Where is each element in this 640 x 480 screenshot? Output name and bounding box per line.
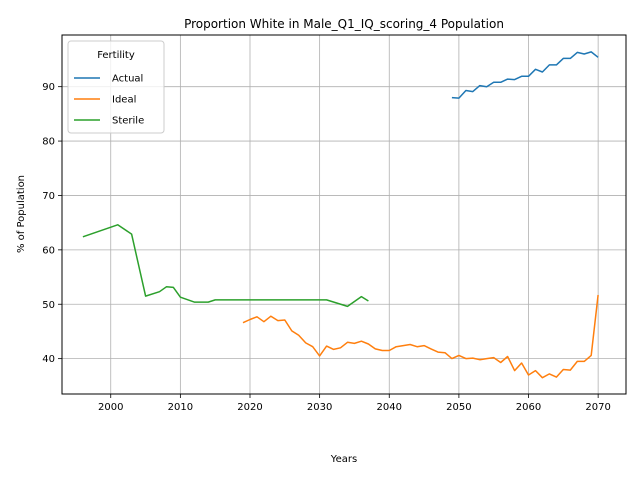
x-tick-label: 2040 xyxy=(377,402,402,413)
x-tick-label: 2060 xyxy=(516,402,541,413)
legend: Fertility Actual Ideal Sterile xyxy=(67,40,165,134)
y-tick-label: 70 xyxy=(42,191,55,202)
y-tick-label: 50 xyxy=(42,300,55,311)
legend-box xyxy=(67,40,165,134)
series-lines xyxy=(82,51,599,379)
series-line-actual xyxy=(451,51,599,99)
legend-title: Fertility xyxy=(97,50,135,61)
grid-lines xyxy=(62,35,626,394)
y-tick-label: 40 xyxy=(42,354,55,365)
legend-label-actual: Actual xyxy=(112,74,143,85)
x-axis-ticks: 2000 2010 2020 2030 2040 2050 2060 2070 xyxy=(98,394,611,413)
x-tick-label: 2070 xyxy=(585,402,610,413)
chart-title: Proportion White in Male_Q1_IQ_scoring_4… xyxy=(184,17,504,31)
y-tick-label: 90 xyxy=(42,82,55,93)
x-tick-label: 2030 xyxy=(307,402,332,413)
x-tick-label: 2000 xyxy=(98,402,123,413)
legend-label-ideal: Ideal xyxy=(112,95,136,106)
x-axis-label: Years xyxy=(330,454,357,465)
y-tick-label: 80 xyxy=(42,137,55,148)
x-tick-label: 2010 xyxy=(168,402,193,413)
plot-frame xyxy=(61,34,627,395)
series-line-sterile xyxy=(82,224,369,308)
series-line-ideal xyxy=(242,294,599,379)
y-axis-label: % of Population xyxy=(16,175,27,253)
legend-label-sterile: Sterile xyxy=(112,116,144,127)
y-tick-label: 60 xyxy=(42,245,55,256)
y-axis-ticks: 40 50 60 70 80 90 xyxy=(42,82,62,365)
x-tick-label: 2050 xyxy=(446,402,471,413)
x-tick-label: 2020 xyxy=(237,402,262,413)
